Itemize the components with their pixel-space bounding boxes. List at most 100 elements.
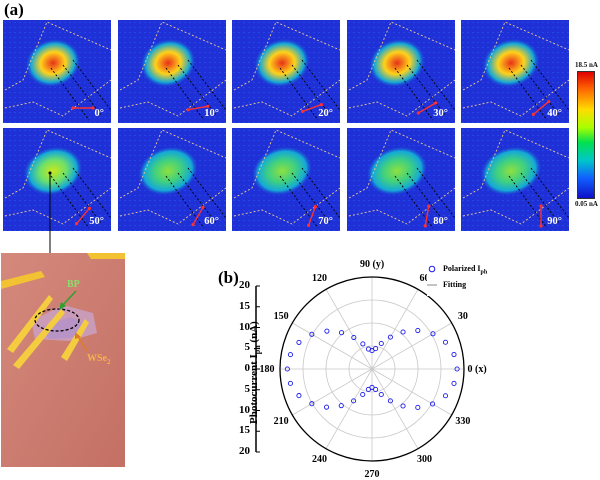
photocurrent-map: 0° xyxy=(3,20,111,123)
angle-label: 60° xyxy=(204,216,219,227)
data-point xyxy=(430,331,436,337)
radial-tick-label: 20 xyxy=(239,279,250,291)
radial-tick-label: 5 xyxy=(244,341,251,354)
polar-grid-spoke xyxy=(325,368,373,449)
data-point xyxy=(378,340,384,347)
data-point xyxy=(451,380,457,387)
polar-grid-spoke xyxy=(371,322,452,370)
photocurrent-map: 30° xyxy=(347,20,455,123)
radial-tick-label: 15 xyxy=(239,299,250,312)
wse2-label: WSe2 xyxy=(87,353,111,366)
colorbar-min-label: 0.05 nA xyxy=(575,200,598,208)
polarization-arrow-icon xyxy=(539,204,543,228)
polarization-arrow-icon xyxy=(306,205,318,227)
data-point xyxy=(287,380,294,386)
photocurrent-map: 70° xyxy=(232,128,340,231)
angle-label: 40° xyxy=(547,108,562,119)
data-point xyxy=(442,339,449,345)
polar-angle-label: 90 (y) xyxy=(360,258,385,270)
radial-tick-label: 10 xyxy=(239,403,250,416)
radial-tick-label: 20 xyxy=(239,445,250,457)
polarization-arrow-icon xyxy=(186,104,210,112)
data-point xyxy=(309,331,315,337)
data-point xyxy=(323,404,330,410)
panel-a-label: (a) xyxy=(4,0,24,19)
colorbar xyxy=(577,71,595,199)
radial-tick-label: 0 xyxy=(244,362,251,374)
data-point xyxy=(296,393,302,399)
data-point xyxy=(400,403,406,409)
polar-grid-spoke xyxy=(325,289,373,370)
angle-label: 20° xyxy=(318,108,333,119)
polar-grid-spoke xyxy=(292,368,373,416)
data-point xyxy=(451,351,457,358)
data-point xyxy=(415,404,421,410)
data-point xyxy=(284,366,290,372)
colorbar-max-label: 18.5 nA xyxy=(575,61,598,69)
polar-grid-spoke xyxy=(292,322,373,370)
data-point xyxy=(287,352,294,358)
polar-angle-label: 210 xyxy=(273,416,289,427)
radial-tick-label: 10 xyxy=(239,320,250,333)
data-point xyxy=(454,366,460,372)
polarization-arrow-icon xyxy=(301,102,323,114)
angle-label: 30° xyxy=(433,108,448,119)
polarization-arrow-icon xyxy=(416,101,438,115)
polarization-arrow-icon xyxy=(74,206,92,226)
photocurrent-map: 90° xyxy=(461,128,569,231)
data-point xyxy=(415,328,421,334)
data-point xyxy=(351,334,357,341)
panel-b-label: (b) xyxy=(218,268,239,287)
data-point xyxy=(387,334,393,340)
data-point xyxy=(309,401,315,407)
angle-label: 10° xyxy=(204,108,219,119)
photocurrent-map: 80° xyxy=(347,128,455,231)
polar-angle-label: 120 xyxy=(312,272,327,284)
data-point xyxy=(373,386,379,392)
polar-angle-label: 270 xyxy=(364,468,380,480)
angle-label: 80° xyxy=(433,216,448,227)
angle-label: 90° xyxy=(547,216,562,227)
polar-angle-label: 300 xyxy=(417,454,432,466)
data-point xyxy=(338,403,344,409)
polar-angle-label: 150 xyxy=(273,311,289,322)
polar-angle-label: 330 xyxy=(455,416,471,427)
polar-angle-label: 30 xyxy=(457,311,468,322)
device-micrograph: BP WSe2 xyxy=(1,253,125,467)
polar-angle-label: 0 (x) xyxy=(467,363,487,375)
legend-fit-line-icon xyxy=(427,284,437,286)
data-point xyxy=(378,391,384,398)
polar-grid-spoke xyxy=(371,289,419,370)
legend-marker-icon xyxy=(428,265,436,273)
polarization-arrow-icon xyxy=(191,205,205,227)
data-point xyxy=(338,330,345,336)
data-point xyxy=(400,329,406,335)
polarization-arrow-icon xyxy=(531,99,551,117)
data-point xyxy=(387,398,393,404)
photocurrent-map: 40° xyxy=(461,20,569,123)
polarization-arrow-icon xyxy=(423,204,431,228)
polar-angle-label: 60 xyxy=(419,272,430,284)
polar-angle-label: 180 xyxy=(259,363,275,375)
polar-grid-spoke xyxy=(371,368,452,416)
polar-angle-label: 240 xyxy=(312,454,327,466)
radial-tick-label: 15 xyxy=(239,424,250,437)
photocurrent-map: 20° xyxy=(232,20,340,123)
polar-outer-circle xyxy=(279,276,465,462)
data-point xyxy=(360,341,366,347)
polar-chart xyxy=(255,276,465,462)
angle-label: 0° xyxy=(94,108,104,119)
data-point xyxy=(365,346,372,352)
data-point xyxy=(442,393,449,399)
angle-label: 50° xyxy=(89,216,104,227)
photocurrent-map: 60° xyxy=(118,128,226,231)
data-point xyxy=(324,328,330,334)
data-point xyxy=(430,401,436,407)
photocurrent-map: 50° xyxy=(3,128,111,231)
legend-series-label: Polarized Iph xyxy=(443,264,488,276)
data-point xyxy=(351,398,357,404)
data-point xyxy=(360,391,366,398)
chart-legend: Polarized Iph Fitting xyxy=(427,262,507,296)
polarization-arrow-icon xyxy=(71,106,95,110)
angle-label: 70° xyxy=(318,216,333,227)
